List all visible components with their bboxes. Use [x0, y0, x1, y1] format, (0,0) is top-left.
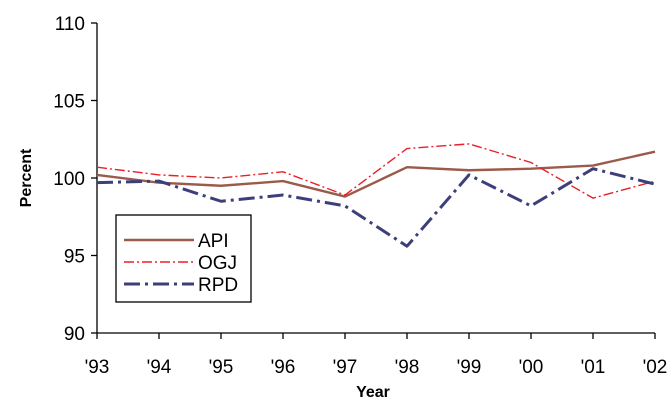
- y-tick-label: 110: [55, 14, 85, 35]
- x-axis-title: Year: [356, 384, 390, 401]
- x-tick-label: '01: [581, 357, 606, 378]
- series-line-ogj: [96, 143, 656, 199]
- x-tick-label: '02: [643, 357, 668, 378]
- x-tick-label: '98: [395, 357, 420, 378]
- x-tick-label: '93: [85, 357, 110, 378]
- x-tick-label: '95: [209, 357, 234, 378]
- legend-label-api: API: [198, 231, 229, 252]
- series-line-api: [96, 150, 656, 198]
- y-ticks: 90 95 100 105 110: [53, 14, 97, 345]
- legend-label-rpd: RPD: [198, 275, 238, 296]
- series-lines: [96, 143, 656, 248]
- x-tick-label: '94: [147, 357, 172, 378]
- x-tick-label: '00: [519, 357, 544, 378]
- y-tick-label: 90: [64, 324, 85, 345]
- y-tick-label: 100: [53, 169, 85, 190]
- legend-box: [115, 214, 252, 303]
- legend-label-ogj: OGJ: [198, 253, 237, 274]
- series-line-rpd: [96, 167, 656, 248]
- x-ticks: '93 '94 '95 '96 '97 '98 '99 '00 '01 '02: [85, 333, 668, 378]
- legend: API OGJ RPD: [115, 214, 252, 303]
- x-tick-label: '96: [271, 357, 296, 378]
- y-tick-label: 95: [64, 247, 85, 268]
- y-axis-title: Percent: [18, 148, 35, 207]
- x-tick-label: '99: [457, 357, 482, 378]
- y-tick-label: 105: [53, 92, 85, 113]
- x-tick-label: '97: [333, 357, 358, 378]
